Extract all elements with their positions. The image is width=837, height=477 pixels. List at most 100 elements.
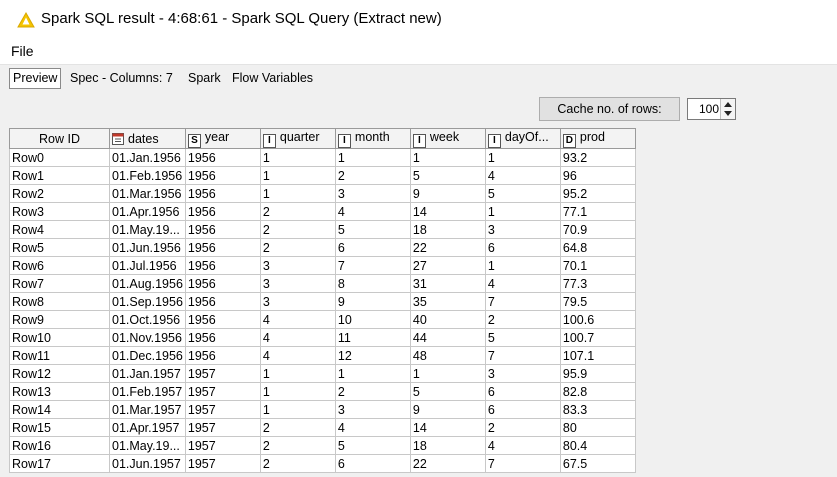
dayofweek-cell[interactable]: 7 xyxy=(484,454,561,473)
row-id-cell[interactable]: Row0 xyxy=(9,148,110,167)
row-id-cell[interactable]: Row13 xyxy=(9,382,110,401)
table-row[interactable]: Row17 01.Jun.1957 1957 2 6 22 7 67.5 xyxy=(9,454,636,473)
dates-cell[interactable]: 01.Jan.1956 xyxy=(109,148,186,167)
month-cell[interactable]: 8 xyxy=(334,274,411,293)
year-cell[interactable]: 1957 xyxy=(184,436,261,455)
prod-cell[interactable]: 82.8 xyxy=(559,382,636,401)
row-id-cell[interactable]: Row4 xyxy=(9,220,110,239)
week-cell[interactable]: 1 xyxy=(409,364,486,383)
prod-cell[interactable]: 96 xyxy=(559,166,636,185)
table-row[interactable]: Row3 01.Apr.1956 1956 2 4 14 1 77.1 xyxy=(9,202,636,221)
year-cell[interactable]: 1956 xyxy=(184,274,261,293)
dates-cell[interactable]: 01.Jul.1956 xyxy=(109,256,186,275)
column-header-row-id[interactable]: Row ID xyxy=(9,128,110,149)
table-row[interactable]: Row16 01.May.19... 1957 2 5 18 4 80.4 xyxy=(9,436,636,455)
dayofweek-cell[interactable]: 3 xyxy=(484,220,561,239)
quarter-cell[interactable]: 4 xyxy=(259,310,336,329)
dayofweek-cell[interactable]: 6 xyxy=(484,238,561,257)
row-id-cell[interactable]: Row6 xyxy=(9,256,110,275)
year-cell[interactable]: 1957 xyxy=(184,418,261,437)
table-row[interactable]: Row5 01.Jun.1956 1956 2 6 22 6 64.8 xyxy=(9,238,636,257)
month-cell[interactable]: 6 xyxy=(334,238,411,257)
week-cell[interactable]: 14 xyxy=(409,418,486,437)
quarter-cell[interactable]: 2 xyxy=(259,202,336,221)
month-cell[interactable]: 4 xyxy=(334,202,411,221)
prod-cell[interactable]: 83.3 xyxy=(559,400,636,419)
prod-cell[interactable]: 64.8 xyxy=(559,238,636,257)
cache-rows-spinner[interactable]: 100 xyxy=(687,98,736,120)
row-id-cell[interactable]: Row5 xyxy=(9,238,110,257)
prod-cell[interactable]: 70.9 xyxy=(559,220,636,239)
month-cell[interactable]: 2 xyxy=(334,382,411,401)
quarter-cell[interactable]: 1 xyxy=(259,184,336,203)
year-cell[interactable]: 1957 xyxy=(184,382,261,401)
dates-cell[interactable]: 01.Jun.1956 xyxy=(109,238,186,257)
dayofweek-cell[interactable]: 2 xyxy=(484,418,561,437)
prod-cell[interactable]: 100.7 xyxy=(559,328,636,347)
prod-cell[interactable]: 80.4 xyxy=(559,436,636,455)
year-cell[interactable]: 1956 xyxy=(184,256,261,275)
dayofweek-cell[interactable]: 1 xyxy=(484,202,561,221)
week-cell[interactable]: 22 xyxy=(409,454,486,473)
dates-cell[interactable]: 01.Nov.1956 xyxy=(109,328,186,347)
dates-cell[interactable]: 01.Feb.1956 xyxy=(109,166,186,185)
month-cell[interactable]: 12 xyxy=(334,346,411,365)
quarter-cell[interactable]: 4 xyxy=(259,328,336,347)
quarter-cell[interactable]: 3 xyxy=(259,274,336,293)
row-id-cell[interactable]: Row14 xyxy=(9,400,110,419)
dayofweek-cell[interactable]: 6 xyxy=(484,400,561,419)
dayofweek-cell[interactable]: 1 xyxy=(484,148,561,167)
column-header-dates[interactable]: dates xyxy=(109,128,186,149)
week-cell[interactable]: 27 xyxy=(409,256,486,275)
dayofweek-cell[interactable]: 4 xyxy=(484,436,561,455)
prod-cell[interactable]: 95.2 xyxy=(559,184,636,203)
row-id-cell[interactable]: Row15 xyxy=(9,418,110,437)
table-row[interactable]: Row12 01.Jan.1957 1957 1 1 1 3 95.9 xyxy=(9,364,636,383)
week-cell[interactable]: 1 xyxy=(409,148,486,167)
week-cell[interactable]: 5 xyxy=(409,166,486,185)
table-row[interactable]: Row4 01.May.19... 1956 2 5 18 3 70.9 xyxy=(9,220,636,239)
prod-cell[interactable]: 70.1 xyxy=(559,256,636,275)
year-cell[interactable]: 1956 xyxy=(184,346,261,365)
month-cell[interactable]: 10 xyxy=(334,310,411,329)
month-cell[interactable]: 3 xyxy=(334,184,411,203)
dates-cell[interactable]: 01.Mar.1956 xyxy=(109,184,186,203)
dayofweek-cell[interactable]: 7 xyxy=(484,292,561,311)
quarter-cell[interactable]: 2 xyxy=(259,454,336,473)
week-cell[interactable]: 18 xyxy=(409,220,486,239)
row-id-cell[interactable]: Row17 xyxy=(9,454,110,473)
prod-cell[interactable]: 77.3 xyxy=(559,274,636,293)
quarter-cell[interactable]: 2 xyxy=(259,220,336,239)
month-cell[interactable]: 9 xyxy=(334,292,411,311)
dayofweek-cell[interactable]: 6 xyxy=(484,382,561,401)
year-cell[interactable]: 1957 xyxy=(184,364,261,383)
dates-cell[interactable]: 01.Oct.1956 xyxy=(109,310,186,329)
week-cell[interactable]: 9 xyxy=(409,400,486,419)
row-id-cell[interactable]: Row10 xyxy=(9,328,110,347)
dates-cell[interactable]: 01.Jan.1957 xyxy=(109,364,186,383)
week-cell[interactable]: 35 xyxy=(409,292,486,311)
year-cell[interactable]: 1957 xyxy=(184,400,261,419)
dayofweek-cell[interactable]: 2 xyxy=(484,310,561,329)
row-id-cell[interactable]: Row16 xyxy=(9,436,110,455)
quarter-cell[interactable]: 2 xyxy=(259,418,336,437)
year-cell[interactable]: 1956 xyxy=(184,238,261,257)
prod-cell[interactable]: 79.5 xyxy=(559,292,636,311)
week-cell[interactable]: 31 xyxy=(409,274,486,293)
row-id-cell[interactable]: Row8 xyxy=(9,292,110,311)
table-row[interactable]: Row9 01.Oct.1956 1956 4 10 40 2 100.6 xyxy=(9,310,636,329)
year-cell[interactable]: 1956 xyxy=(184,184,261,203)
quarter-cell[interactable]: 1 xyxy=(259,166,336,185)
dayofweek-cell[interactable]: 3 xyxy=(484,364,561,383)
dates-cell[interactable]: 01.Feb.1957 xyxy=(109,382,186,401)
table-row[interactable]: Row8 01.Sep.1956 1956 3 9 35 7 79.5 xyxy=(9,292,636,311)
month-cell[interactable]: 1 xyxy=(334,148,411,167)
prod-cell[interactable]: 95.9 xyxy=(559,364,636,383)
menu-file[interactable]: File xyxy=(11,43,34,59)
week-cell[interactable]: 5 xyxy=(409,382,486,401)
tab-flow-variables[interactable]: Flow Variables xyxy=(232,71,314,85)
